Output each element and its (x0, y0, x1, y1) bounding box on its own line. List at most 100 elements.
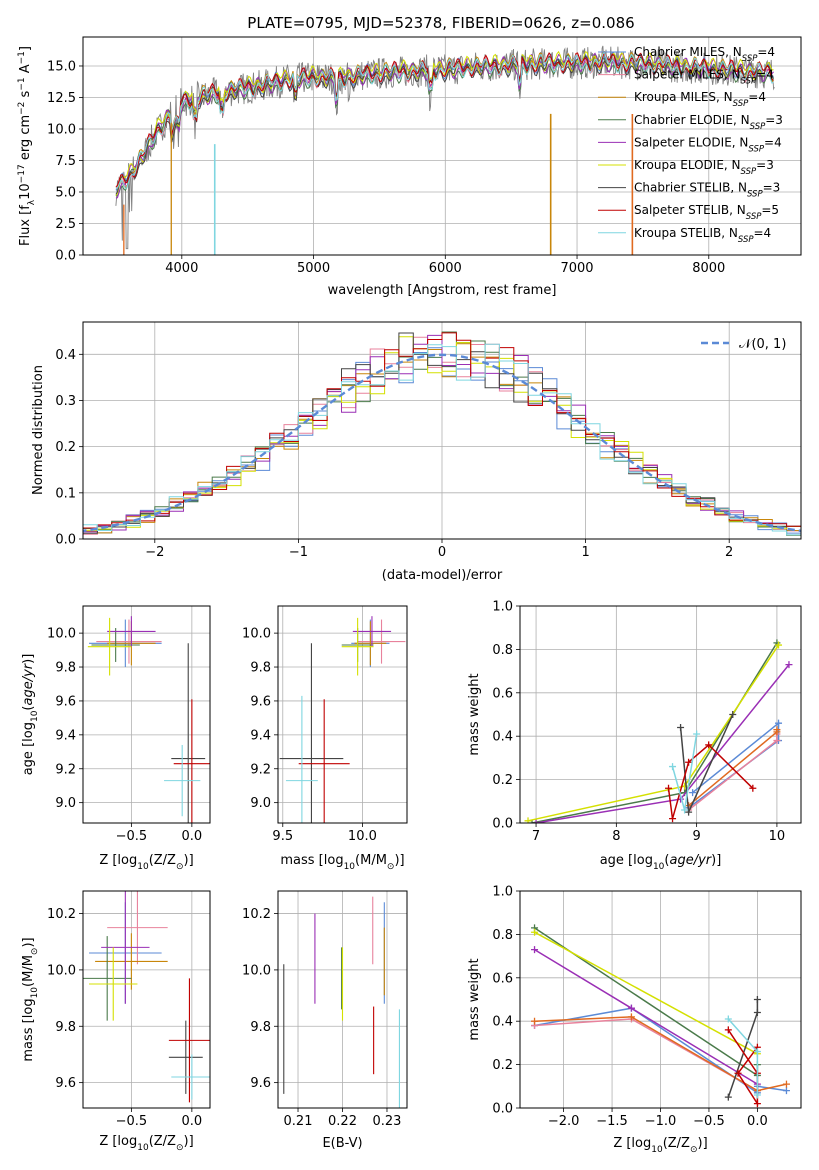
age-vs-Z-plot-area (87, 616, 210, 823)
x-axis-label-part: 10 (651, 1145, 663, 1155)
spectrum-plot-area (115, 45, 775, 255)
age-vs-mass-plot-area (279, 616, 406, 823)
legend-label-part: Kroupa MILES, N (634, 90, 733, 104)
x-tick-label: 0.22 (328, 1114, 357, 1129)
y-tick-label: 1.0 (492, 600, 513, 615)
legend-label-part: =4 (764, 135, 782, 149)
model-spectrum-line (115, 52, 774, 188)
y-tick-label: 10.0 (47, 627, 76, 642)
x-axis-label-part: (M/M (355, 853, 387, 868)
y-tick-label: 0.3 (55, 394, 76, 409)
normal-curve (83, 353, 801, 533)
mass-vs-Z-plot-area (83, 891, 210, 1103)
x-tick-label: 1 (581, 545, 589, 560)
weight-marker (785, 661, 793, 669)
x-axis-label-part: )] (711, 853, 721, 868)
y-tick-label: 15.0 (47, 59, 76, 74)
weight-marker (677, 724, 685, 732)
x-tick-label: −2 (145, 545, 164, 560)
y-axis-label-group: age [log10(age/yr)] (21, 654, 40, 776)
y-tick-label: 9.8 (250, 1020, 271, 1035)
weight-marker (685, 808, 693, 816)
y-axis-label-part: mass [log (21, 998, 36, 1061)
weight-marker (689, 789, 697, 797)
y-tick-label: 9.0 (250, 796, 271, 811)
y-tick-label: 0.4 (55, 348, 76, 363)
y-tick-label: 0.6 (492, 686, 513, 701)
x-axis-label-part: ⊙ (387, 862, 395, 872)
axes-frame (277, 605, 408, 824)
weight-marker (775, 641, 783, 649)
x-tick-label: 8 (612, 829, 620, 844)
y-tick-label: 9.6 (250, 694, 271, 709)
y-axis-label-part: ⊙ (30, 948, 40, 956)
legend-label-part: SSP (741, 77, 757, 87)
x-axis-label-part: 10 (137, 862, 149, 872)
x-axis-label-part: age/yr (669, 853, 712, 868)
legend-label: Salpeter ELODIE, NSSP=4 (634, 135, 782, 154)
x-axis-label-part: )] (698, 1136, 708, 1151)
x-axis-label: Z [log10(Z/Z⊙)] (99, 1134, 193, 1153)
y-axis-label-part: −1 (17, 51, 27, 64)
x-tick-label: −0.5 (116, 1114, 148, 1129)
spectrum-panel: 4000 5000 6000 7000 8000 0.0 2.5 5.0 7.5 10.0 12.5… (17, 36, 802, 298)
y-axis-label-group: Flux [fλ10−17 erg cm−2 s−1 A−1] (17, 46, 37, 246)
legend-label: Kroupa MILES, NSSP=4 (634, 90, 766, 109)
y-tick-label: 9.6 (250, 1076, 271, 1091)
x-tick-label: 2 (725, 545, 733, 560)
legend-label-part: SSP (746, 212, 762, 222)
legend-label-part: =4 (756, 68, 774, 82)
histogram-step (83, 343, 801, 536)
age-vs-mass-grid (278, 606, 407, 823)
weight-marker (681, 806, 689, 814)
y-tick-label: 10.2 (47, 907, 76, 922)
y-axis-label: Flux [fλ10−17 erg cm−2 s−1 A−1] (17, 46, 37, 246)
y-tick-label: 9.8 (55, 1020, 76, 1035)
mass-vs-Z-panel: −0.5 0.09.69.810.010.2Z [log10(Z/Z⊙)]mass… (21, 890, 211, 1153)
y-tick-label: 10.0 (47, 963, 76, 978)
mass-vs-Z-grid (83, 891, 210, 1108)
x-tick-label: 7 (532, 829, 540, 844)
x-tick-label: 0.0 (182, 1114, 203, 1129)
age-vs-mass-panel: 9.5 10.0 9.0 9.2 9.4 9.6 9.8 10.0 mass [log10(M/… (242, 605, 408, 872)
legend-label-part: Kroupa ELODIE, N (634, 158, 741, 172)
x-axis-label-part: mass [log (280, 853, 343, 868)
legend-label-part: Chabrier STELIB, N (634, 181, 747, 195)
x-axis-label-part: )] (184, 853, 194, 868)
legend-label: Kroupa ELODIE, NSSP=3 (634, 158, 774, 177)
x-axis-label-part: Z [log (99, 1134, 137, 1149)
x-axis-label: Z [log10(Z/Z⊙)] (99, 853, 193, 872)
x-axis-label: E(B-V) (322, 1136, 362, 1151)
x-tick-label: 4000 (165, 261, 198, 276)
y-axis-label-part: age [log (21, 722, 36, 775)
x-tick-label: 10.0 (348, 829, 377, 844)
x-tick-label: −0.5 (693, 1114, 725, 1129)
weight-marker (724, 1026, 732, 1034)
y-tick-label: 0.6 (492, 971, 513, 986)
legend-label: Salpeter MILES, NSSP=4 (634, 68, 774, 87)
y-axis-label: mass weight (467, 673, 482, 755)
y-tick-label: 9.8 (55, 661, 76, 676)
legend-label-part: =3 (763, 181, 781, 195)
x-tick-label: 0.23 (373, 1114, 402, 1129)
x-tick-label: 6000 (429, 261, 462, 276)
x-axis-label-part: 10 (137, 1143, 149, 1153)
x-axis-label-part: (Z/Z (149, 1134, 176, 1149)
legend-label-part: =3 (756, 158, 774, 172)
x-tick-label: −0.5 (116, 829, 148, 844)
weight-vs-Z-plot-area (531, 924, 790, 1108)
weight-vs-age-plot-area (524, 639, 793, 823)
legend-label-part: SSP (747, 190, 763, 200)
x-tick-label: −1.0 (645, 1114, 677, 1129)
x-tick-label: 0 (438, 545, 446, 560)
y-tick-label: 10.0 (47, 122, 76, 137)
x-tick-label: 0.21 (284, 1114, 313, 1129)
weight-marker (773, 726, 781, 734)
legend-label-part: Chabrier ELODIE, N (634, 113, 750, 127)
y-axis-label-part: 10 (30, 710, 40, 722)
x-tick-label: 8000 (692, 261, 725, 276)
weight-marker (753, 1009, 761, 1017)
y-tick-label: 9.4 (250, 728, 271, 743)
